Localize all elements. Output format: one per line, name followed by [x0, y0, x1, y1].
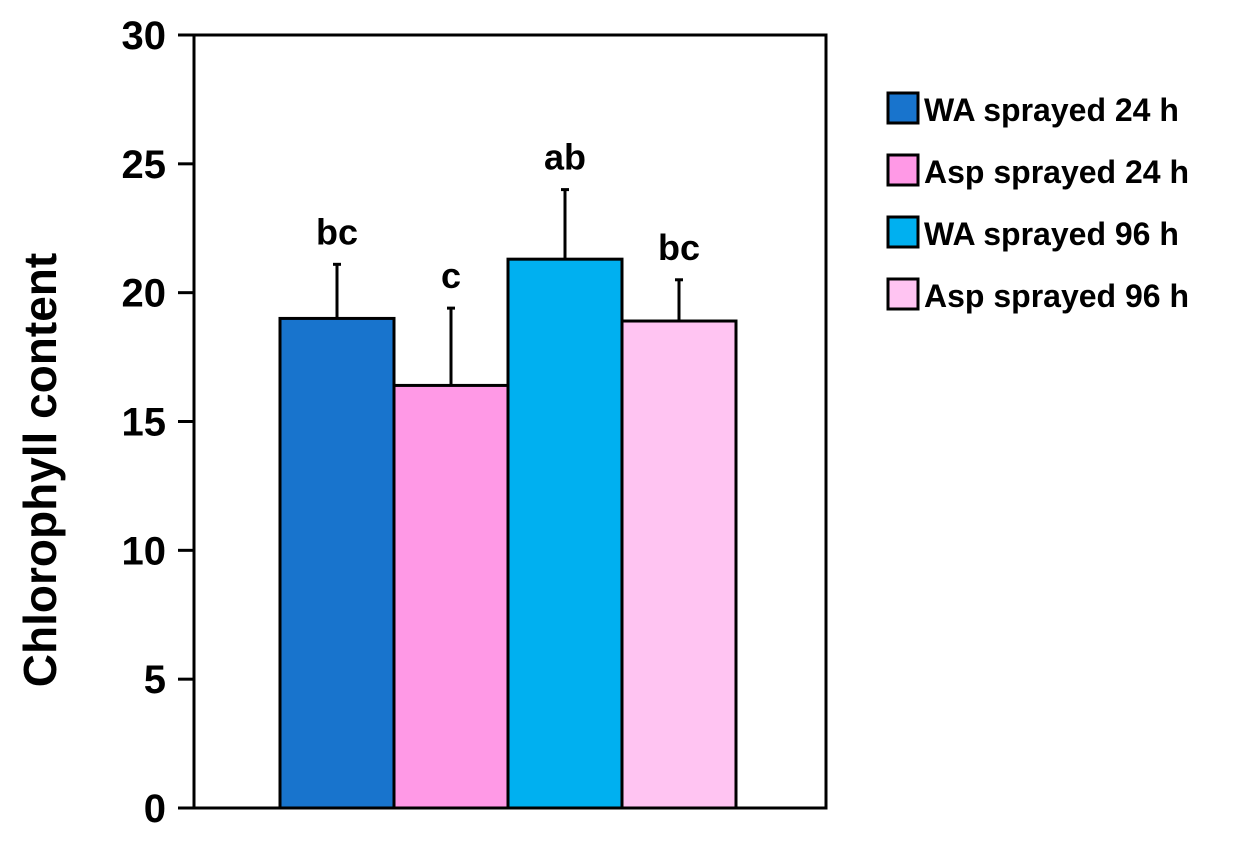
legend-swatch — [886, 277, 920, 311]
bar — [278, 316, 396, 810]
legend-label: WA sprayed 96 h — [924, 216, 1179, 252]
legend-swatch — [886, 215, 920, 249]
bar — [620, 319, 738, 810]
y-tick-label: 30 — [122, 14, 167, 58]
legend-label: Asp sprayed 96 h — [924, 278, 1189, 314]
bar — [506, 257, 624, 810]
bar — [392, 383, 510, 810]
significance-label: c — [441, 255, 461, 296]
legend-label: Asp sprayed 24 h — [924, 154, 1189, 190]
legend-swatch — [886, 153, 920, 187]
y-tick-label: 0 — [144, 787, 166, 831]
y-axis-title: Chlorophyll content — [14, 253, 66, 687]
legend-swatch — [886, 91, 920, 125]
significance-label: bc — [658, 227, 700, 268]
significance-label: ab — [544, 137, 586, 178]
legend-label: WA sprayed 24 h — [924, 92, 1179, 128]
y-tick-label: 5 — [144, 658, 166, 702]
significance-label: bc — [316, 211, 358, 252]
y-tick-label: 20 — [122, 272, 167, 316]
y-tick-label: 15 — [122, 401, 167, 445]
y-tick-label: 25 — [122, 143, 167, 187]
y-tick-label: 10 — [122, 529, 167, 573]
